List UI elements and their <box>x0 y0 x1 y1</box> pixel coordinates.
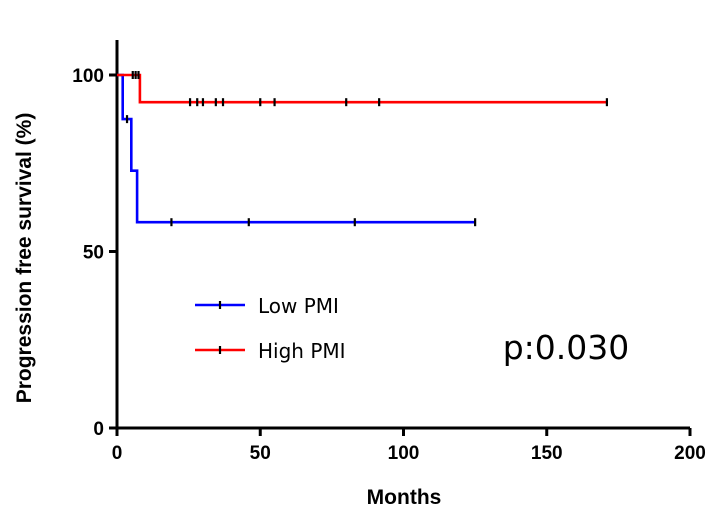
y-axis-title: Progression free survival (%) <box>13 113 36 404</box>
series-high-pmi <box>117 71 609 107</box>
survival-curve <box>117 73 607 104</box>
legend: Low PMI High PMI <box>195 294 346 363</box>
x-tick-label: 0 <box>112 443 123 464</box>
legend-item: High PMI <box>195 339 346 363</box>
series-layer <box>117 71 609 227</box>
x-tick-label: 100 <box>388 443 420 464</box>
survival-curve <box>117 73 476 224</box>
x-tick-label: 50 <box>250 443 271 464</box>
y-tick-label: 0 <box>93 419 104 440</box>
y-tick-label: 50 <box>83 243 104 264</box>
x-tick-label: 200 <box>674 443 706 464</box>
axes: 0 50 100 150 200 0 50 100 <box>72 40 706 464</box>
legend-label: Low PMI <box>258 294 339 318</box>
y-tick-label: 100 <box>72 66 104 87</box>
p-value-annotation: p:0.030 <box>503 328 630 367</box>
x-tick-label: 150 <box>531 443 563 464</box>
x-axis-title: Months <box>367 486 442 509</box>
series-low-pmi <box>117 73 477 227</box>
legend-label: High PMI <box>258 339 346 363</box>
legend-item: Low PMI <box>195 294 339 318</box>
